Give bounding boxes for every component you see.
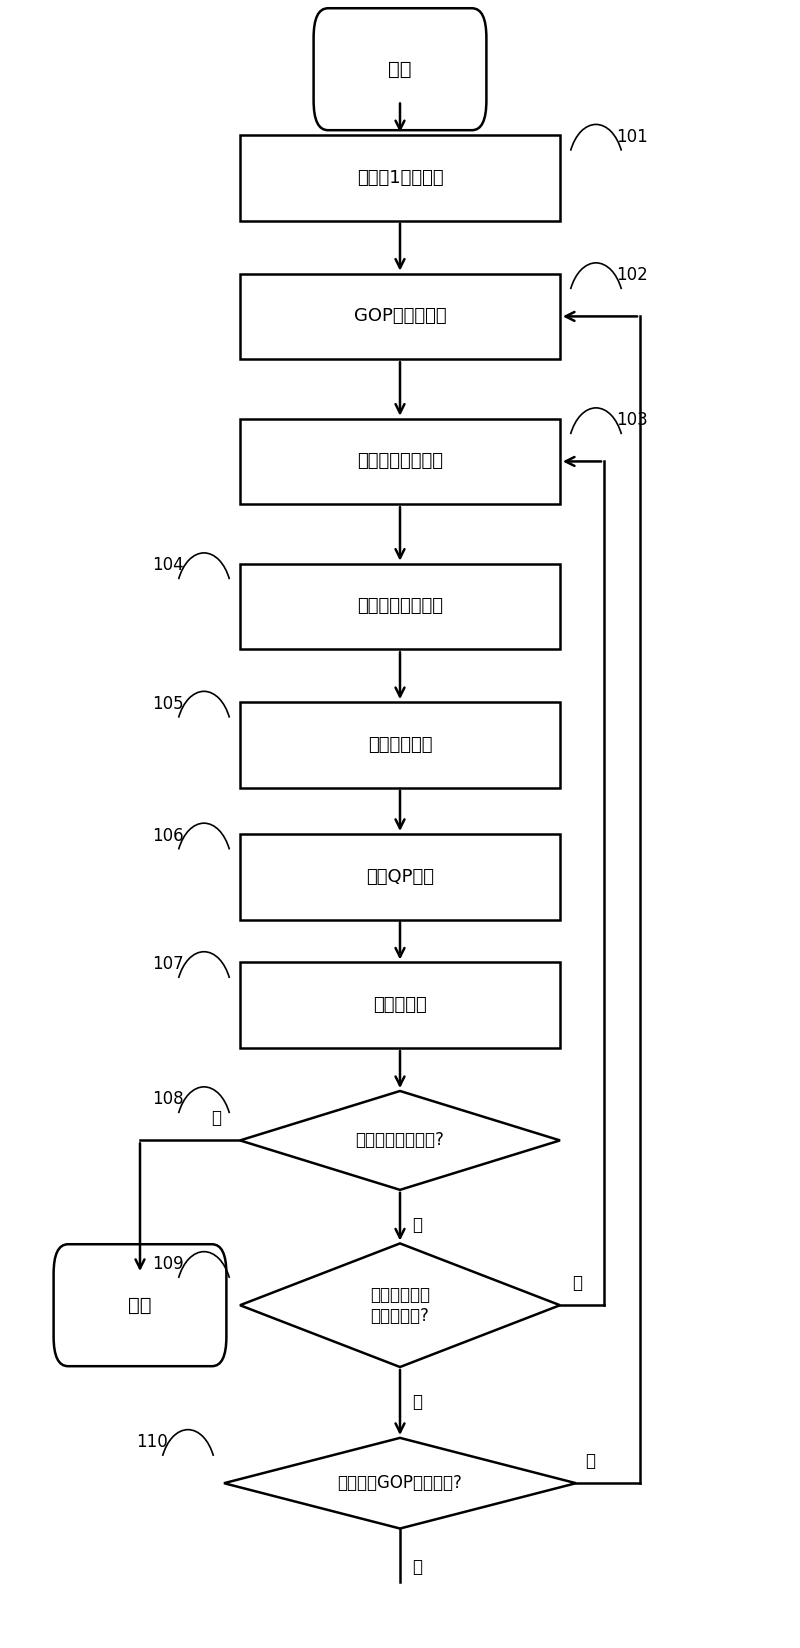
- Text: 序列编码是否结束?: 序列编码是否结束?: [355, 1132, 445, 1149]
- Text: 时域层级比特调整: 时域层级比特调整: [357, 598, 443, 615]
- Bar: [240, 962, 560, 1048]
- Text: 帧级比特分配: 帧级比特分配: [368, 737, 432, 753]
- Text: 是: 是: [412, 1394, 422, 1411]
- Text: 107: 107: [152, 956, 184, 972]
- Text: 编码第1个关键帧: 编码第1个关键帧: [357, 170, 443, 186]
- Text: 是: 是: [211, 1109, 221, 1127]
- Text: 帧级QP计算: 帧级QP计算: [366, 868, 434, 885]
- Text: 101: 101: [616, 129, 648, 145]
- Text: 否: 否: [572, 1274, 582, 1292]
- Text: 是否当前时域
层编码结束?: 是否当前时域 层编码结束?: [370, 1285, 430, 1325]
- Text: 106: 106: [152, 827, 184, 844]
- Text: 编码当前帧: 编码当前帧: [373, 997, 427, 1014]
- Bar: [240, 834, 560, 920]
- Text: 104: 104: [152, 557, 184, 574]
- Text: GOP级比特分配: GOP级比特分配: [354, 308, 446, 325]
- Bar: [240, 702, 560, 788]
- Bar: [240, 564, 560, 649]
- FancyBboxPatch shape: [54, 1244, 226, 1366]
- Text: 结束: 结束: [128, 1295, 152, 1315]
- Text: 109: 109: [152, 1256, 184, 1272]
- Text: 否: 否: [412, 1216, 422, 1234]
- Bar: [240, 274, 560, 359]
- Text: 是否当前GOP编码结束?: 是否当前GOP编码结束?: [338, 1475, 462, 1491]
- Text: 否: 否: [586, 1452, 595, 1470]
- Polygon shape: [224, 1437, 576, 1529]
- Polygon shape: [240, 1244, 560, 1368]
- Text: 102: 102: [616, 267, 648, 283]
- Text: 时域层级比特分配: 时域层级比特分配: [357, 453, 443, 470]
- Text: 110: 110: [136, 1434, 168, 1450]
- Bar: [240, 135, 560, 221]
- FancyBboxPatch shape: [314, 8, 486, 130]
- Text: 是: 是: [412, 1559, 422, 1575]
- Bar: [240, 419, 560, 504]
- Text: 103: 103: [616, 412, 648, 428]
- Text: 105: 105: [152, 695, 184, 712]
- Polygon shape: [240, 1091, 560, 1190]
- Text: 108: 108: [152, 1091, 184, 1107]
- Text: 开始: 开始: [388, 59, 412, 79]
